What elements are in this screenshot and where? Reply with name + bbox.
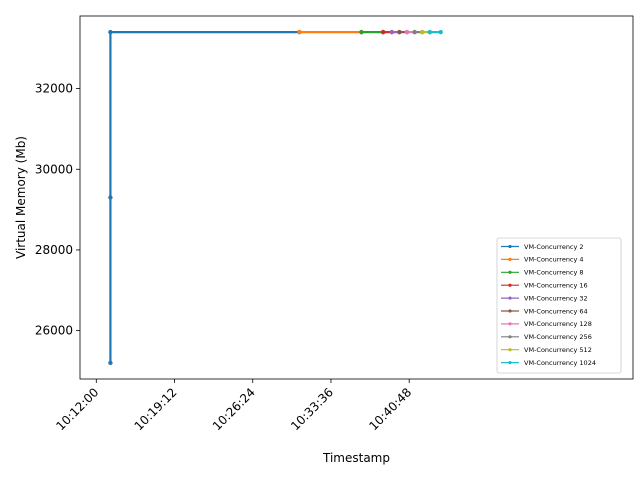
y-tick-label: 28000 [35, 243, 73, 257]
legend-marker-vm-concurrency-64 [508, 309, 512, 313]
legend-box [496, 237, 622, 374]
legend-marker-vm-concurrency-4 [508, 257, 512, 261]
plot-layer [108, 29, 443, 366]
data-point-vm-concurrency-2 [108, 29, 113, 35]
legend-marker-vm-concurrency-512 [508, 348, 512, 352]
legend-marker-vm-concurrency-2 [508, 244, 512, 249]
x-tick-label: 10:19:12 [132, 385, 180, 433]
legend-marker-vm-concurrency-256 [508, 335, 512, 339]
data-point-vm-concurrency-1024 [438, 29, 443, 35]
data-point-vm-concurrency-256 [412, 29, 417, 35]
legend-label-vm-concurrency-2: VM-Concurrency 2 [524, 243, 584, 251]
x-axis-label: Timestamp [322, 451, 390, 465]
data-point-vm-concurrency-8 [359, 29, 364, 35]
series-line-vm-concurrency-2 [109, 31, 300, 363]
data-point-vm-concurrency-2 [108, 195, 113, 200]
x-tick-label: 10:40:48 [366, 385, 414, 433]
legend-label-vm-concurrency-128: VM-Concurrency 128 [524, 320, 592, 328]
legend-label-vm-concurrency-1024: VM-Concurrency 1024 [524, 359, 596, 367]
axis-layer: 10:12:00 10:19:12 10:26:24 10:33:36 10:40:48… [35, 82, 415, 434]
plot-frame [79, 15, 634, 380]
y-tick-label: 26000 [35, 324, 73, 338]
data-point-vm-concurrency-2 [108, 360, 113, 366]
x-tick-label: 10:12:00 [53, 385, 101, 433]
x-tick-label: 10:26:24 [210, 385, 258, 433]
legend-label-vm-concurrency-16: VM-Concurrency 16 [524, 282, 588, 290]
legend-label-vm-concurrency-4: VM-Concurrency 4 [524, 256, 584, 264]
legend-label-vm-concurrency-64: VM-Concurrency 64 [524, 307, 588, 315]
legend-label-vm-concurrency-256: VM-Concurrency 256 [524, 333, 592, 341]
legend-label-vm-concurrency-8: VM-Concurrency 8 [524, 269, 584, 277]
data-point-vm-concurrency-128 [404, 29, 410, 35]
x-tick-label: 10:33:36 [288, 385, 336, 433]
data-point-vm-concurrency-64 [397, 29, 402, 35]
legend-label-vm-concurrency-32: VM-Concurrency 32 [524, 294, 588, 302]
data-point-vm-concurrency-4 [297, 29, 302, 35]
y-tick-label: 30000 [35, 162, 73, 176]
y-axis-label: Virtual Memory (Mb) [14, 136, 28, 259]
data-point-vm-concurrency-512 [420, 29, 425, 35]
legend-label-vm-concurrency-512: VM-Concurrency 512 [524, 346, 592, 354]
legend-marker-vm-concurrency-128 [508, 322, 512, 326]
data-point-vm-concurrency-32 [389, 29, 395, 35]
legend-marker-vm-concurrency-8 [508, 270, 512, 274]
data-point-vm-concurrency-16 [380, 29, 386, 35]
legend-marker-vm-concurrency-16 [508, 283, 512, 287]
legend-marker-vm-concurrency-1024 [508, 361, 512, 365]
data-point-vm-concurrency-1024 [427, 29, 433, 35]
legend-marker-vm-concurrency-32 [508, 296, 512, 300]
y-tick-label: 32000 [35, 82, 73, 96]
legend: VM-Concurrency 2 VM-Concurrency 4 VM-Concu… [496, 237, 622, 374]
